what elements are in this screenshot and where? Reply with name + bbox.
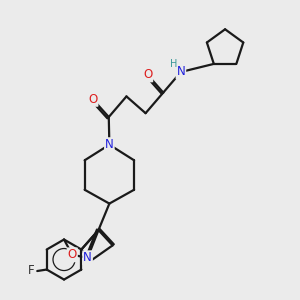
Text: N: N: [83, 251, 92, 264]
Text: H: H: [169, 59, 177, 69]
Text: N: N: [105, 138, 114, 151]
Text: O: O: [68, 248, 77, 261]
Text: O: O: [143, 68, 152, 81]
Text: O: O: [88, 93, 98, 106]
Text: F: F: [28, 264, 35, 277]
Text: N: N: [176, 65, 185, 79]
